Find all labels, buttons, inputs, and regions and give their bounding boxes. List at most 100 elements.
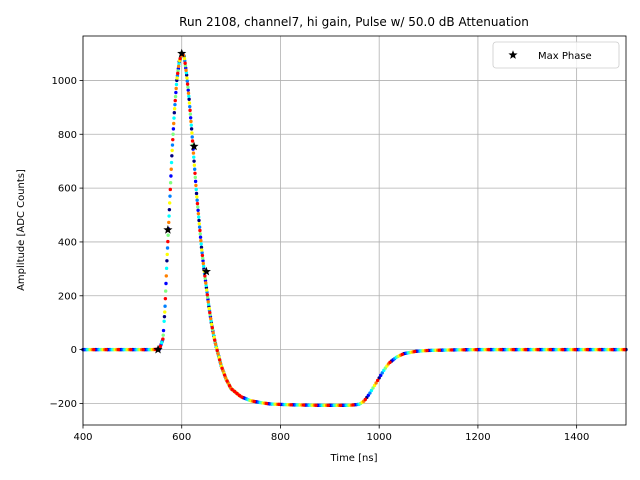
x-tick-label: 1400: [564, 432, 589, 443]
x-axis-label: Time [ns]: [329, 453, 377, 464]
waveform-point: [338, 403, 343, 408]
waveform-point: [326, 403, 330, 408]
waveform-point: [161, 328, 166, 333]
waveform-point: [213, 338, 217, 342]
waveform-point: [196, 211, 201, 216]
waveform-point: [264, 401, 269, 406]
waveform-point: [377, 376, 381, 380]
waveform-point: [197, 225, 202, 229]
waveform-point: [474, 347, 479, 352]
waveform-point: [210, 326, 214, 330]
waveform-point: [200, 251, 204, 255]
waveform-point: [437, 348, 442, 352]
waveform-point: [190, 135, 194, 139]
waveform-point: [220, 366, 224, 370]
legend: Max Phase: [492, 41, 620, 69]
waveform-point: [188, 112, 193, 116]
waveform-point: [511, 347, 516, 352]
waveform-point: [193, 171, 197, 175]
waveform-point: [186, 91, 191, 95]
y-tick-label: 400: [58, 237, 77, 248]
waveform-point: [205, 293, 210, 297]
legend-star-icon: [508, 50, 518, 59]
waveform-point: [536, 347, 540, 352]
waveform-point: [205, 288, 209, 292]
x-tick-label: 400: [73, 432, 92, 443]
waveform-point: [524, 347, 528, 352]
waveform-point: [232, 389, 237, 394]
waveform-point: [225, 379, 229, 383]
waveform-point: [163, 310, 167, 314]
waveform-point: [195, 198, 199, 202]
waveform-point: [172, 106, 177, 111]
waveform-point: [189, 127, 194, 131]
waveform-point: [207, 306, 211, 311]
waveform-point: [171, 137, 175, 142]
waveform-point: [201, 264, 206, 268]
waveform-point: [188, 104, 192, 109]
waveform-point: [371, 386, 375, 390]
waveform-point: [363, 397, 367, 402]
waveform-point: [185, 76, 189, 80]
waveform-point: [235, 391, 239, 396]
waveform-point: [351, 403, 355, 407]
waveform-point: [197, 215, 201, 219]
waveform-point: [213, 342, 218, 346]
waveform-point: [171, 127, 176, 131]
legend-label-max-phase: Max Phase: [538, 51, 592, 62]
waveform-point: [182, 56, 187, 61]
waveform-point: [186, 88, 190, 92]
waveform-point: [169, 174, 173, 178]
waveform-point: [170, 143, 175, 147]
waveform-point: [104, 347, 108, 352]
waveform-point: [174, 86, 178, 91]
waveform-point: [188, 116, 193, 120]
max-phase-point: [163, 225, 173, 234]
waveform-point: [167, 214, 171, 218]
x-tick-label: 800: [271, 432, 290, 443]
waveform-point: [222, 373, 227, 377]
waveform-point: [227, 384, 232, 388]
waveform-point: [192, 163, 197, 167]
waveform-point: [573, 347, 577, 352]
y-tick-label: 0: [71, 345, 77, 356]
x-tick-label: 1000: [366, 432, 391, 443]
waveform-point: [197, 222, 202, 226]
waveform-point: [194, 187, 198, 192]
max-phase-point: [189, 141, 199, 151]
waveform-point: [192, 167, 197, 171]
waveform-point: [372, 383, 377, 388]
waveform-point: [189, 123, 193, 127]
waveform-point: [188, 108, 192, 113]
waveform-point: [166, 239, 170, 244]
waveform-point: [184, 68, 188, 73]
waveform-point: [163, 296, 168, 301]
waveform-point: [165, 246, 170, 250]
waveform-point: [192, 159, 196, 163]
waveform-point: [170, 148, 174, 153]
waveform-point: [174, 90, 178, 95]
waveform-point: [200, 253, 205, 258]
x-tick-label: 1200: [465, 432, 490, 443]
waveform-point: [164, 266, 169, 271]
waveform-point: [164, 281, 168, 286]
waveform-point: [186, 85, 190, 89]
waveform-point: [216, 352, 220, 356]
waveform-point: [193, 175, 197, 180]
waveform-point: [173, 98, 177, 103]
waveform-point: [166, 233, 170, 237]
waveform-point: [301, 403, 306, 407]
waveform-point: [187, 94, 191, 98]
waveform-point: [425, 348, 429, 353]
waveform-point: [159, 340, 164, 345]
waveform-point: [191, 151, 196, 155]
waveform-point: [195, 195, 199, 199]
waveform-point: [388, 360, 392, 365]
waveform-point: [116, 347, 121, 352]
waveform-point: [585, 347, 590, 352]
waveform-point: [289, 403, 293, 407]
waveform-point: [598, 347, 602, 352]
waveform-point: [168, 194, 172, 198]
waveform-point: [561, 347, 565, 352]
waveform-point: [162, 319, 166, 323]
